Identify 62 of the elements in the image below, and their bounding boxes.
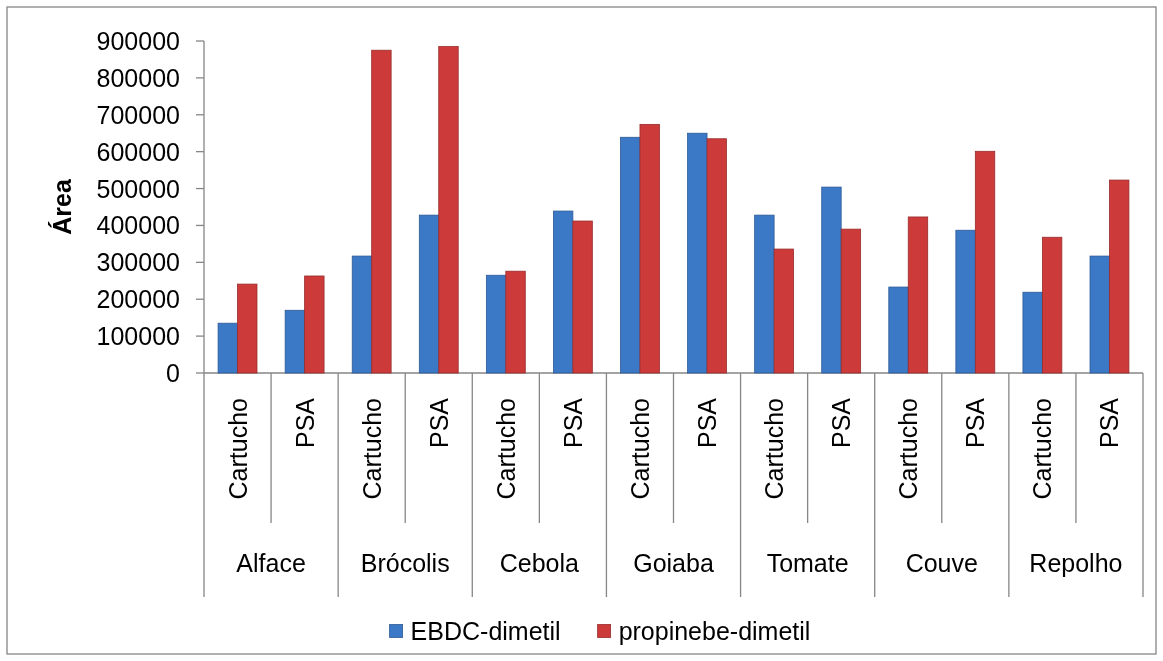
bar <box>754 214 775 374</box>
x-tick-label: PSA <box>424 397 453 449</box>
bar <box>553 210 574 374</box>
bar <box>706 138 727 374</box>
x-tick-label: PSA <box>827 397 856 449</box>
text: Alface <box>236 549 306 577</box>
bar <box>1109 179 1130 374</box>
bar <box>773 248 794 374</box>
y-tick-label: 200000 <box>96 285 180 314</box>
y-tick-label: 800000 <box>96 63 180 92</box>
bar <box>217 322 238 374</box>
x-tick-label: Cartucho <box>491 398 520 500</box>
bar <box>888 286 909 374</box>
bar <box>955 229 976 374</box>
bar <box>1041 236 1063 374</box>
x-tick-label: PSA <box>1095 397 1124 449</box>
bar <box>485 274 507 374</box>
bar <box>418 214 440 374</box>
bar <box>907 216 929 374</box>
bar <box>572 220 593 374</box>
bar <box>438 46 459 374</box>
bar <box>284 309 306 374</box>
bar <box>371 49 392 374</box>
y-tick-label: 700000 <box>96 100 180 129</box>
text: Cebola <box>499 549 580 577</box>
y-tick-label: 0 <box>166 359 180 387</box>
text: Couve <box>905 549 978 577</box>
bar <box>237 283 258 374</box>
y-tick-label: 600000 <box>96 137 180 166</box>
x-tick-label: PSA <box>961 397 990 449</box>
x-tick-label: Cartucho <box>223 398 252 500</box>
x-tick-label: PSA <box>558 397 587 449</box>
text: Brócolis <box>360 549 450 577</box>
bar <box>620 136 641 374</box>
bar <box>505 270 526 374</box>
x-tick-label: PSA <box>290 397 319 449</box>
bar <box>639 123 660 374</box>
bar <box>840 228 862 374</box>
text: Goiaba <box>633 549 714 577</box>
bar <box>351 255 373 374</box>
bar <box>974 150 996 374</box>
x-tick-label: Cartucho <box>894 398 923 500</box>
y-tick-label: 300000 <box>96 248 180 277</box>
y-tick-label: 900000 <box>96 27 180 55</box>
y-tick-label: 500000 <box>96 174 180 203</box>
x-tick-label: Cartucho <box>625 398 654 500</box>
y-axis-title: Área <box>48 178 76 235</box>
x-tick-label: Cartucho <box>1028 398 1057 500</box>
x-tick-label: Cartucho <box>357 398 386 500</box>
legend-label: propinebe-dimetil <box>618 617 811 645</box>
bar <box>821 186 842 374</box>
bar <box>1089 255 1110 374</box>
bar <box>1022 291 1043 374</box>
text: Tomate <box>766 549 849 577</box>
y-tick-label: 100000 <box>96 322 180 351</box>
bar <box>687 132 708 374</box>
bar <box>304 275 325 374</box>
text: Repolho <box>1029 549 1123 577</box>
y-tick-label: 400000 <box>96 211 180 240</box>
x-tick-label: PSA <box>693 397 722 449</box>
legend-label: EBDC-dimetil <box>410 617 561 645</box>
x-tick-label: Cartucho <box>760 398 789 500</box>
